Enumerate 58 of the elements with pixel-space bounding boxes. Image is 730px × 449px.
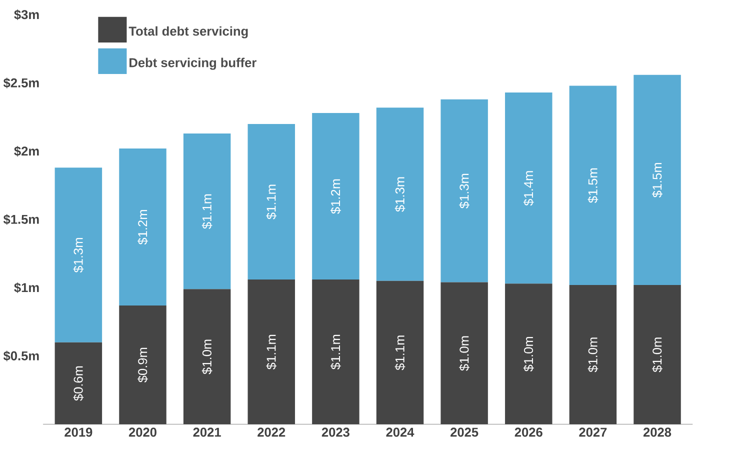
data-label: $1.5m	[588, 168, 598, 204]
data-label: $1.0m	[588, 338, 598, 372]
data-label: $1.0m	[523, 337, 534, 372]
y-tick-label: $1m	[14, 282, 39, 294]
data-label: $0.9m	[138, 348, 148, 383]
bar	[376, 280, 424, 424]
data-label: $1.3m	[73, 238, 84, 273]
data-label: $0.6m	[73, 366, 84, 401]
data-label: $1.0m	[202, 340, 212, 374]
bar	[248, 124, 295, 280]
bar	[634, 74, 681, 286]
data-label: $1.1m	[394, 336, 406, 370]
data-label: $1.3m	[459, 174, 470, 209]
bar	[119, 148, 166, 306]
bar	[440, 99, 488, 282]
bar	[248, 280, 295, 424]
bar	[312, 280, 360, 424]
x-tick-label: 2027	[579, 428, 607, 437]
data-label: $1.0m	[459, 336, 470, 371]
bar	[440, 282, 488, 424]
x-tick-label: 2022	[258, 428, 286, 437]
x-tick-label: 2025	[450, 428, 478, 437]
y-tick-label: $2.5m	[3, 78, 39, 88]
x-tick-label: 2026	[514, 428, 542, 437]
data-label: $1.2m	[330, 179, 341, 214]
bar	[634, 285, 681, 424]
bar	[54, 168, 102, 342]
legend-label: Total debt servicing	[128, 26, 248, 38]
bar	[119, 306, 166, 424]
bar	[312, 113, 360, 280]
y-tick-label: $0.5m	[3, 350, 39, 362]
x-tick-label: 2020	[128, 428, 156, 437]
data-label: $1.0m	[652, 338, 662, 372]
data-label: $1.1m	[202, 194, 212, 230]
bar	[54, 342, 102, 424]
bar	[569, 285, 617, 424]
y-tick-label: $1.5m	[3, 214, 39, 225]
bar	[569, 86, 617, 286]
x-tick-label: 2028	[643, 428, 672, 437]
data-label: $1.4m	[523, 171, 534, 206]
x-tick-label: 2021	[193, 428, 221, 437]
bar	[183, 134, 231, 290]
data-label: $1.1m	[330, 335, 341, 370]
y-tick-label: $2m	[14, 146, 39, 157]
x-tick-label: 2023	[322, 428, 350, 437]
data-label: $1.1m	[266, 184, 277, 220]
x-tick-label: 2024	[386, 428, 414, 437]
data-label: $1.1m	[266, 335, 277, 370]
bar	[505, 92, 552, 284]
bar	[183, 289, 231, 424]
data-label: $1.5m	[652, 163, 662, 198]
y-tick-label: $3m	[14, 10, 39, 20]
legend-label: Debt servicing buffer	[130, 58, 256, 70]
x-tick-label: 2019	[64, 428, 92, 437]
bar	[505, 284, 552, 424]
bar	[376, 108, 424, 281]
data-label: $1.2m	[138, 210, 148, 245]
data-label: $1.3m	[394, 177, 406, 212]
